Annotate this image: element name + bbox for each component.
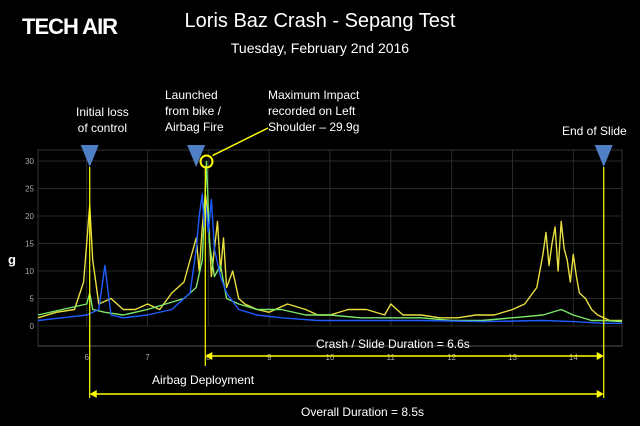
annotation-max-impact-line1: Maximum Impact — [268, 88, 360, 102]
y-axis-label: g — [8, 252, 16, 267]
annotation-launched-line3: Airbag Fire — [165, 120, 224, 134]
annotation-max-impact-line2: recorded on Left — [268, 104, 356, 118]
event-marker-initial-loss — [80, 145, 99, 167]
airbag-deployment-label: Airbag Deployment — [152, 373, 255, 387]
annotation-initial-loss-line2: of control — [77, 121, 128, 135]
page-subtitle: Tuesday, February 2nd 2016 — [230, 40, 410, 56]
x-tick-label: 14 — [569, 353, 578, 362]
x-tick-label: 10 — [326, 353, 335, 362]
y-tick-label: 30 — [25, 157, 34, 166]
annotation-launched: Launched from bike / Airbag Fire — [165, 87, 224, 135]
crash-slide-span-arrow-left — [205, 352, 213, 360]
event-marker-launched — [187, 145, 206, 167]
y-tick-label: 5 — [30, 295, 35, 304]
annotation-launched-line2: from bike / — [165, 104, 222, 118]
x-tick-label: 9 — [267, 353, 272, 362]
overall-duration-label: Overall Duration = 8.5s — [301, 405, 425, 419]
annotation-launched-line1: Launched — [165, 88, 218, 102]
page-title: Loris Baz Crash - Sepang Test — [184, 10, 456, 32]
event-marker-end-of-slide — [594, 145, 613, 167]
crash-slide-span-arrow-right — [596, 352, 604, 360]
annotation-initial-loss-line1: Initial loss — [76, 105, 129, 119]
overall-span-arrow-right — [596, 390, 604, 398]
overall-span-arrow-left — [89, 390, 97, 398]
max-impact-pointer — [212, 127, 269, 157]
y-tick-label: 0 — [30, 322, 35, 331]
x-tick-label: 11 — [387, 353, 396, 362]
annotation-max-impact-line3: Shoulder – 29.9g — [268, 120, 360, 134]
series-line-3 — [37, 193, 622, 324]
y-tick-label: 15 — [25, 240, 34, 249]
x-tick-label: 6 — [84, 353, 89, 362]
techair-logo: TECH AIR — [22, 14, 118, 39]
y-tick-label: 25 — [25, 185, 34, 194]
annotation-initial-loss: Initial loss of control — [76, 104, 129, 136]
annotation-end-of-slide: End of Slide — [562, 124, 627, 138]
max-impact-circle — [199, 154, 214, 169]
series-line-1 — [37, 193, 622, 322]
crash-slide-duration-label: Crash / Slide Duration = 6.6s — [316, 337, 470, 351]
annotation-max-impact: Maximum Impact recorded on Left Shoulder… — [268, 87, 359, 135]
x-tick-label: 12 — [447, 353, 456, 362]
x-tick-label: 7 — [145, 353, 150, 362]
y-tick-label: 10 — [25, 267, 34, 276]
y-tick-label: 20 — [25, 212, 34, 221]
x-tick-label: 13 — [508, 353, 517, 362]
